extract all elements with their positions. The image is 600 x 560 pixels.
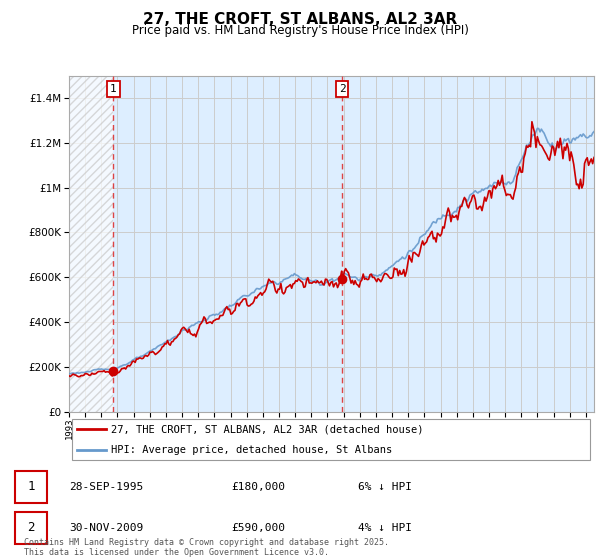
Text: 1: 1: [110, 84, 117, 94]
Text: 27, THE CROFT, ST ALBANS, AL2 3AR (detached house): 27, THE CROFT, ST ALBANS, AL2 3AR (detac…: [111, 424, 424, 435]
Text: 6% ↓ HPI: 6% ↓ HPI: [358, 482, 412, 492]
Text: 28-SEP-1995: 28-SEP-1995: [70, 482, 144, 492]
FancyBboxPatch shape: [15, 511, 47, 544]
Text: Price paid vs. HM Land Registry's House Price Index (HPI): Price paid vs. HM Land Registry's House …: [131, 24, 469, 37]
Text: 2: 2: [27, 521, 35, 534]
Text: 2: 2: [339, 84, 346, 94]
Text: £590,000: £590,000: [231, 522, 285, 533]
Text: 1: 1: [27, 480, 35, 493]
Text: £180,000: £180,000: [231, 482, 285, 492]
FancyBboxPatch shape: [15, 470, 47, 503]
Text: 27, THE CROFT, ST ALBANS, AL2 3AR: 27, THE CROFT, ST ALBANS, AL2 3AR: [143, 12, 457, 27]
Bar: [69, 76, 113, 412]
Text: Contains HM Land Registry data © Crown copyright and database right 2025.
This d: Contains HM Land Registry data © Crown c…: [24, 538, 389, 557]
Text: 30-NOV-2009: 30-NOV-2009: [70, 522, 144, 533]
FancyBboxPatch shape: [71, 419, 590, 460]
Text: HPI: Average price, detached house, St Albans: HPI: Average price, detached house, St A…: [111, 445, 392, 455]
Text: 4% ↓ HPI: 4% ↓ HPI: [358, 522, 412, 533]
